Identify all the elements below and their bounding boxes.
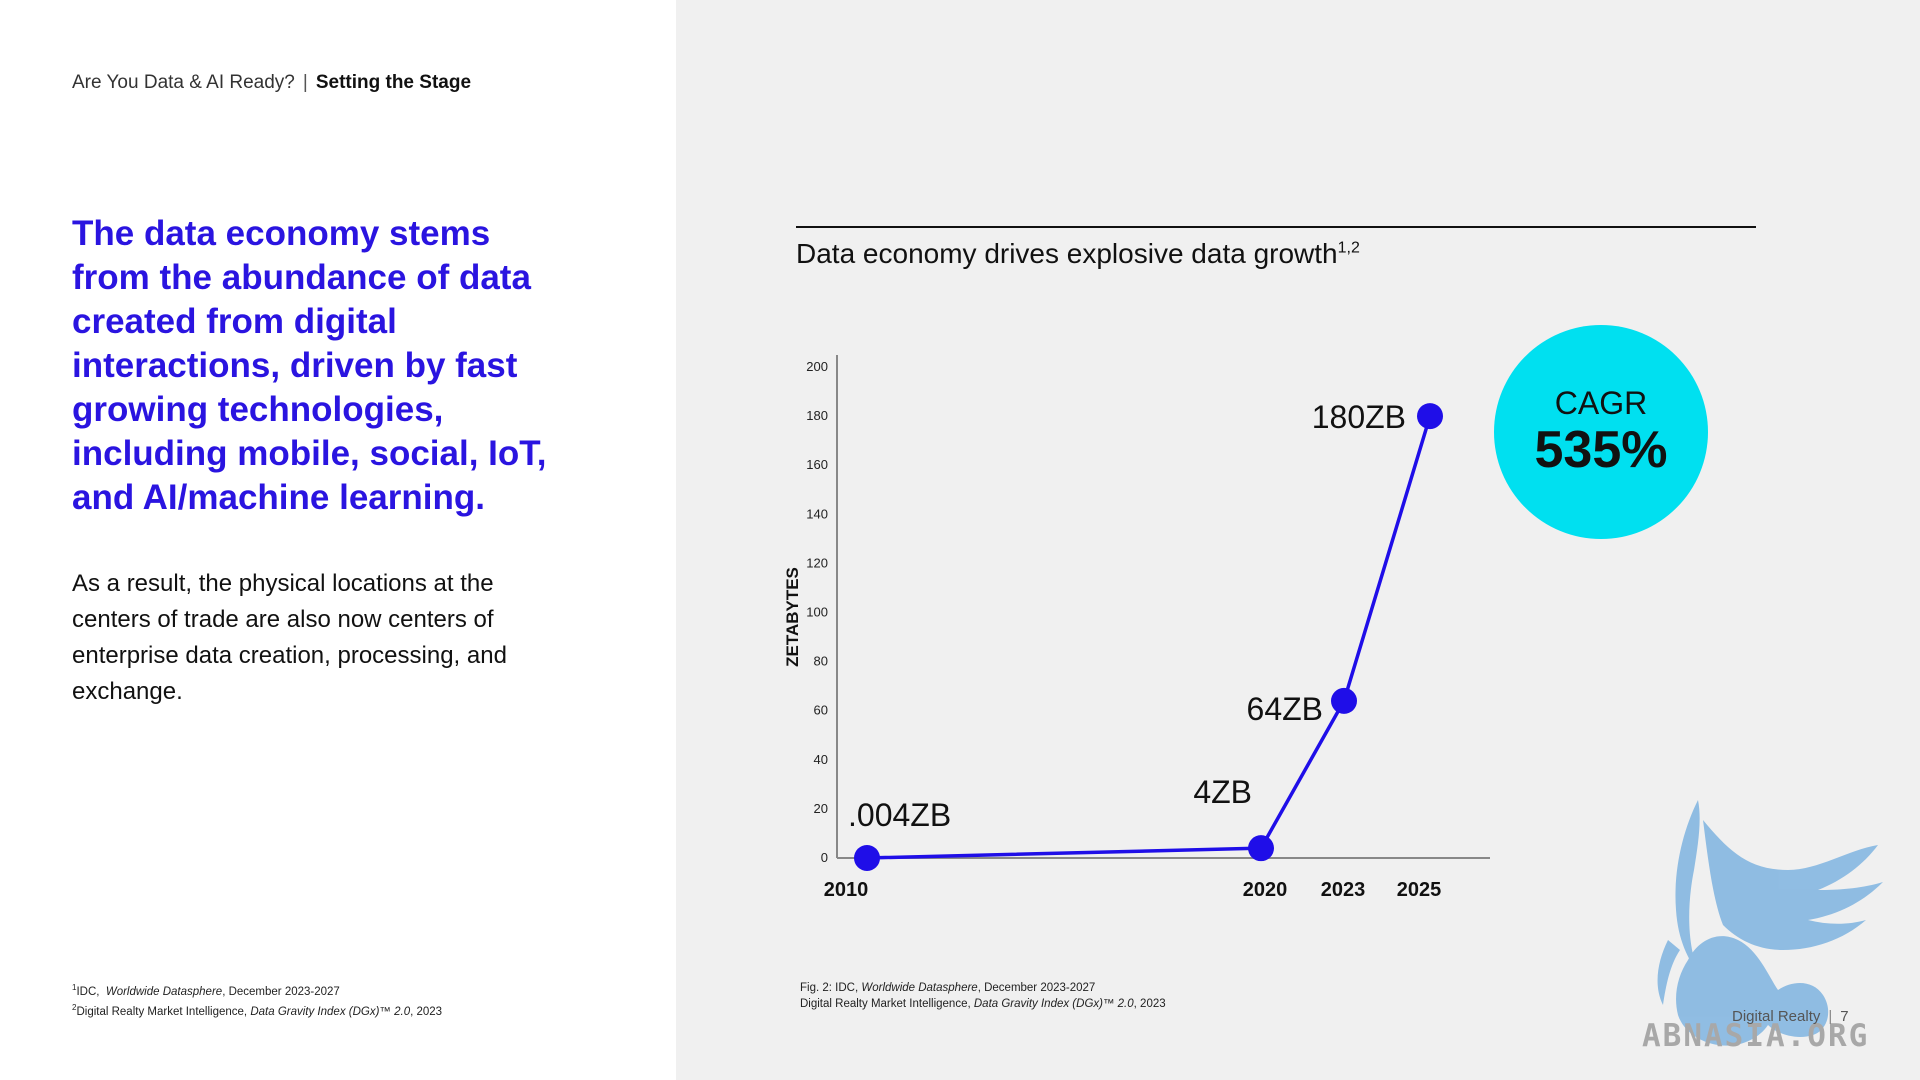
footnote-1-date: , December 2023-2027 xyxy=(222,985,340,998)
caption-1-title: Worldwide Datasphere xyxy=(861,982,978,994)
chart-caption: Fig. 2: IDC, Worldwide Datasphere, Decem… xyxy=(800,980,1166,1012)
y-tick-label: 180 xyxy=(806,408,828,423)
chart-top-rule xyxy=(796,226,1756,228)
data-label: 4ZB xyxy=(1193,774,1252,810)
body-text: As a result, the physical locations at t… xyxy=(72,570,507,705)
x-tick-label: 2010 xyxy=(824,879,869,901)
chart-caption-line-2: Digital Realty Market Intelligence, Data… xyxy=(800,996,1166,1012)
footnote-1-title: Worldwide Datasphere xyxy=(105,985,223,998)
data-label: 64ZB xyxy=(1247,691,1323,727)
data-label: .004ZB xyxy=(848,797,951,833)
footer-brand: Digital Realty | 7 xyxy=(1732,1008,1849,1025)
caption-1-suffix: , December 2023-2027 xyxy=(977,982,1096,994)
breadcrumb-current: Setting the Stage xyxy=(315,72,472,93)
data-point xyxy=(1331,687,1357,714)
y-tick-label: 100 xyxy=(806,605,828,620)
data-label: 180ZB xyxy=(1312,399,1406,435)
breadcrumb-parent: Are You Data & AI Ready? xyxy=(72,72,295,93)
y-tick-label: 20 xyxy=(814,801,828,816)
y-tick-label: 120 xyxy=(806,555,828,570)
footnote-2-date: , 2023 xyxy=(410,1005,443,1018)
y-tick-label: 0 xyxy=(821,850,828,865)
chart-caption-line-1: Fig. 2: IDC, Worldwide Datasphere, Decem… xyxy=(800,980,1166,996)
watermark-text: ABNASIA.ORG xyxy=(1642,1018,1870,1054)
x-tick-label: 2023 xyxy=(1321,879,1366,901)
x-tick-label: 2025 xyxy=(1397,879,1442,901)
headline: The data economy stems from the abundanc… xyxy=(72,214,547,517)
footnote-2-title: Data Gravity Index (DGx)™ 2.0 xyxy=(250,1005,411,1018)
footnotes: 1IDC, Worldwide Datasphere, December 202… xyxy=(72,980,442,1020)
data-point xyxy=(1417,403,1443,430)
brand-name: Digital Realty xyxy=(1732,1008,1821,1025)
footer-separator: | xyxy=(1828,1008,1833,1025)
y-tick-label: 40 xyxy=(814,752,828,767)
data-point xyxy=(854,844,880,871)
y-tick-label: 80 xyxy=(814,654,828,669)
caption-1-prefix: Fig. 2: IDC, xyxy=(800,982,859,994)
footnote-2: 2Digital Realty Market Intelligence, Dat… xyxy=(72,1000,442,1020)
chart-title-text: Data economy drives explosive data growt… xyxy=(796,238,1338,269)
griffin-watermark-icon xyxy=(1657,800,1883,1046)
y-tick-label: 200 xyxy=(806,359,828,374)
cagr-value: 535% xyxy=(1534,421,1668,479)
chart-title-superscript: 1,2 xyxy=(1337,239,1360,257)
breadcrumb-separator: | xyxy=(302,72,308,93)
chart-title: Data economy drives explosive data growt… xyxy=(796,238,1360,270)
y-tick-label: 60 xyxy=(814,703,828,718)
left-panel xyxy=(0,0,676,1080)
data-point xyxy=(1248,835,1274,862)
y-tick-label: 140 xyxy=(806,506,828,521)
breadcrumb: Are You Data & AI Ready? | Setting the Sta… xyxy=(72,72,471,94)
footnote-1-source: IDC, xyxy=(76,985,100,998)
caption-2-prefix: Digital Realty Market Intelligence, xyxy=(800,998,971,1010)
x-tick-label: 2020 xyxy=(1243,879,1288,901)
y-axis-label: ZETABYTES xyxy=(783,567,802,667)
series-line xyxy=(866,415,1432,860)
caption-2-title: Data Gravity Index (DGx)™ 2.0 xyxy=(973,998,1134,1010)
page-number: 7 xyxy=(1840,1008,1849,1025)
cagr-badge: CAGR 535% xyxy=(1494,325,1708,539)
y-tick-label: 160 xyxy=(806,457,828,472)
right-panel xyxy=(676,0,1920,1080)
cagr-label: CAGR xyxy=(1554,385,1648,421)
footnote-1: 1IDC, Worldwide Datasphere, December 202… xyxy=(72,980,442,1000)
footnote-2-number: 2 xyxy=(72,1002,77,1012)
caption-2-suffix: , 2023 xyxy=(1133,998,1166,1010)
footnote-2-source: Digital Realty Market Intelligence, xyxy=(76,1005,248,1018)
footnote-1-number: 1 xyxy=(72,983,77,992)
